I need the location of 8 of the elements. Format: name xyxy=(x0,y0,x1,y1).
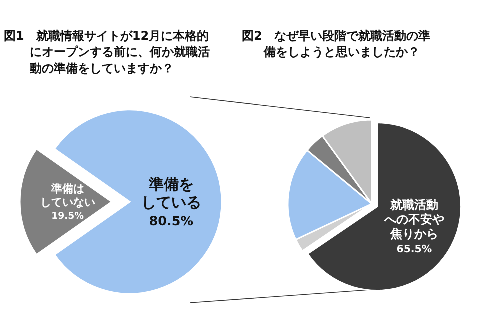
data-label: 80.5% xyxy=(149,214,194,230)
slice-label: 準備はしていない xyxy=(40,182,96,209)
data-label: 65.5% xyxy=(396,244,432,256)
slice-label: 就職活動への不安や焦りから xyxy=(383,198,444,241)
chart-title: 図2 なぜ早い段階で就職活動の準備をしようと思いましたか？ xyxy=(242,29,430,60)
chart-title: 図1 就職情報サイトが12月に本格的にオープンする前に、何か就職活動の準備をしていますか？ xyxy=(4,29,210,76)
slice-label: 準備をしている xyxy=(141,175,202,212)
data-label: 19.5% xyxy=(52,211,85,222)
